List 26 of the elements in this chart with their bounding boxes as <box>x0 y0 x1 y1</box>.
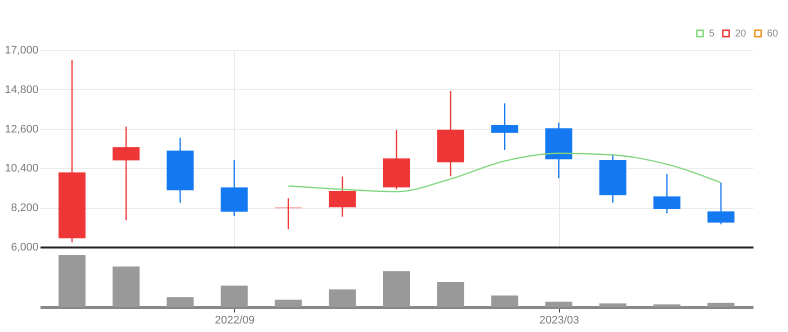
bar <box>58 255 86 307</box>
bar <box>274 300 302 307</box>
candlestick <box>274 198 302 230</box>
y-tick-label: 10,400 <box>4 162 38 175</box>
x-tick-label: 2022/09 <box>214 314 255 326</box>
bar <box>437 282 464 307</box>
y-tick-label: 12,600 <box>4 123 38 136</box>
legend-label: 20 <box>735 28 747 40</box>
bar <box>112 266 140 307</box>
bar <box>383 271 410 307</box>
bar <box>220 286 248 307</box>
y-tick-label: 14,800 <box>4 84 38 96</box>
bar <box>707 302 734 307</box>
bar <box>545 302 572 307</box>
legend-label: 60 <box>767 28 779 40</box>
bar <box>166 297 194 307</box>
y-tick-label: 6,000 <box>10 242 38 254</box>
bar <box>653 304 680 307</box>
bar <box>599 303 626 307</box>
bar <box>491 296 518 307</box>
legend-label: 5 <box>709 28 715 40</box>
y-tick-label: 17,000 <box>4 44 38 56</box>
bar <box>328 289 356 307</box>
line-series <box>288 152 722 192</box>
x-tick-label: 2023/03 <box>539 314 580 326</box>
y-tick-label: 8,200 <box>10 202 38 214</box>
